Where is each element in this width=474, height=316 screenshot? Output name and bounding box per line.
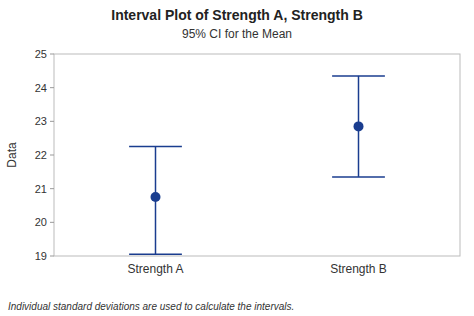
chart: Interval Plot of Strength A, Strength B 9…: [0, 0, 474, 316]
y-tick: [50, 256, 54, 257]
subtitle: 95% CI for the Mean: [182, 27, 292, 41]
plot-frame: [54, 54, 460, 256]
y-tick: [50, 54, 54, 55]
y-tick-label: 19: [35, 250, 47, 262]
marks: [129, 76, 385, 254]
x-tick-label: Strength B: [330, 262, 387, 276]
y-tick: [50, 155, 54, 156]
y-tick: [50, 188, 54, 189]
y-tick-label: 21: [35, 183, 47, 195]
y-tick-label: 22: [35, 149, 47, 161]
y-tick: [50, 87, 54, 88]
title: Interval Plot of Strength A, Strength B: [111, 7, 363, 23]
ci-cap-lower: [332, 176, 385, 178]
y-tick-label: 24: [35, 82, 47, 94]
ci-cap-upper: [332, 75, 385, 77]
footnote: Individual standard deviations are used …: [8, 301, 294, 312]
ci-cap-lower: [129, 254, 182, 256]
y-axis-label: Data: [5, 142, 19, 168]
ci-cap-upper: [129, 146, 182, 148]
x-tick-label: Strength A: [127, 262, 183, 276]
mean-marker: [151, 192, 161, 202]
y-tick: [50, 222, 54, 223]
y-tick-label: 20: [35, 216, 47, 228]
mean-marker: [354, 121, 364, 131]
y-tick-label: 23: [35, 115, 47, 127]
y-tick-label: 25: [35, 48, 47, 60]
y-tick: [50, 121, 54, 122]
